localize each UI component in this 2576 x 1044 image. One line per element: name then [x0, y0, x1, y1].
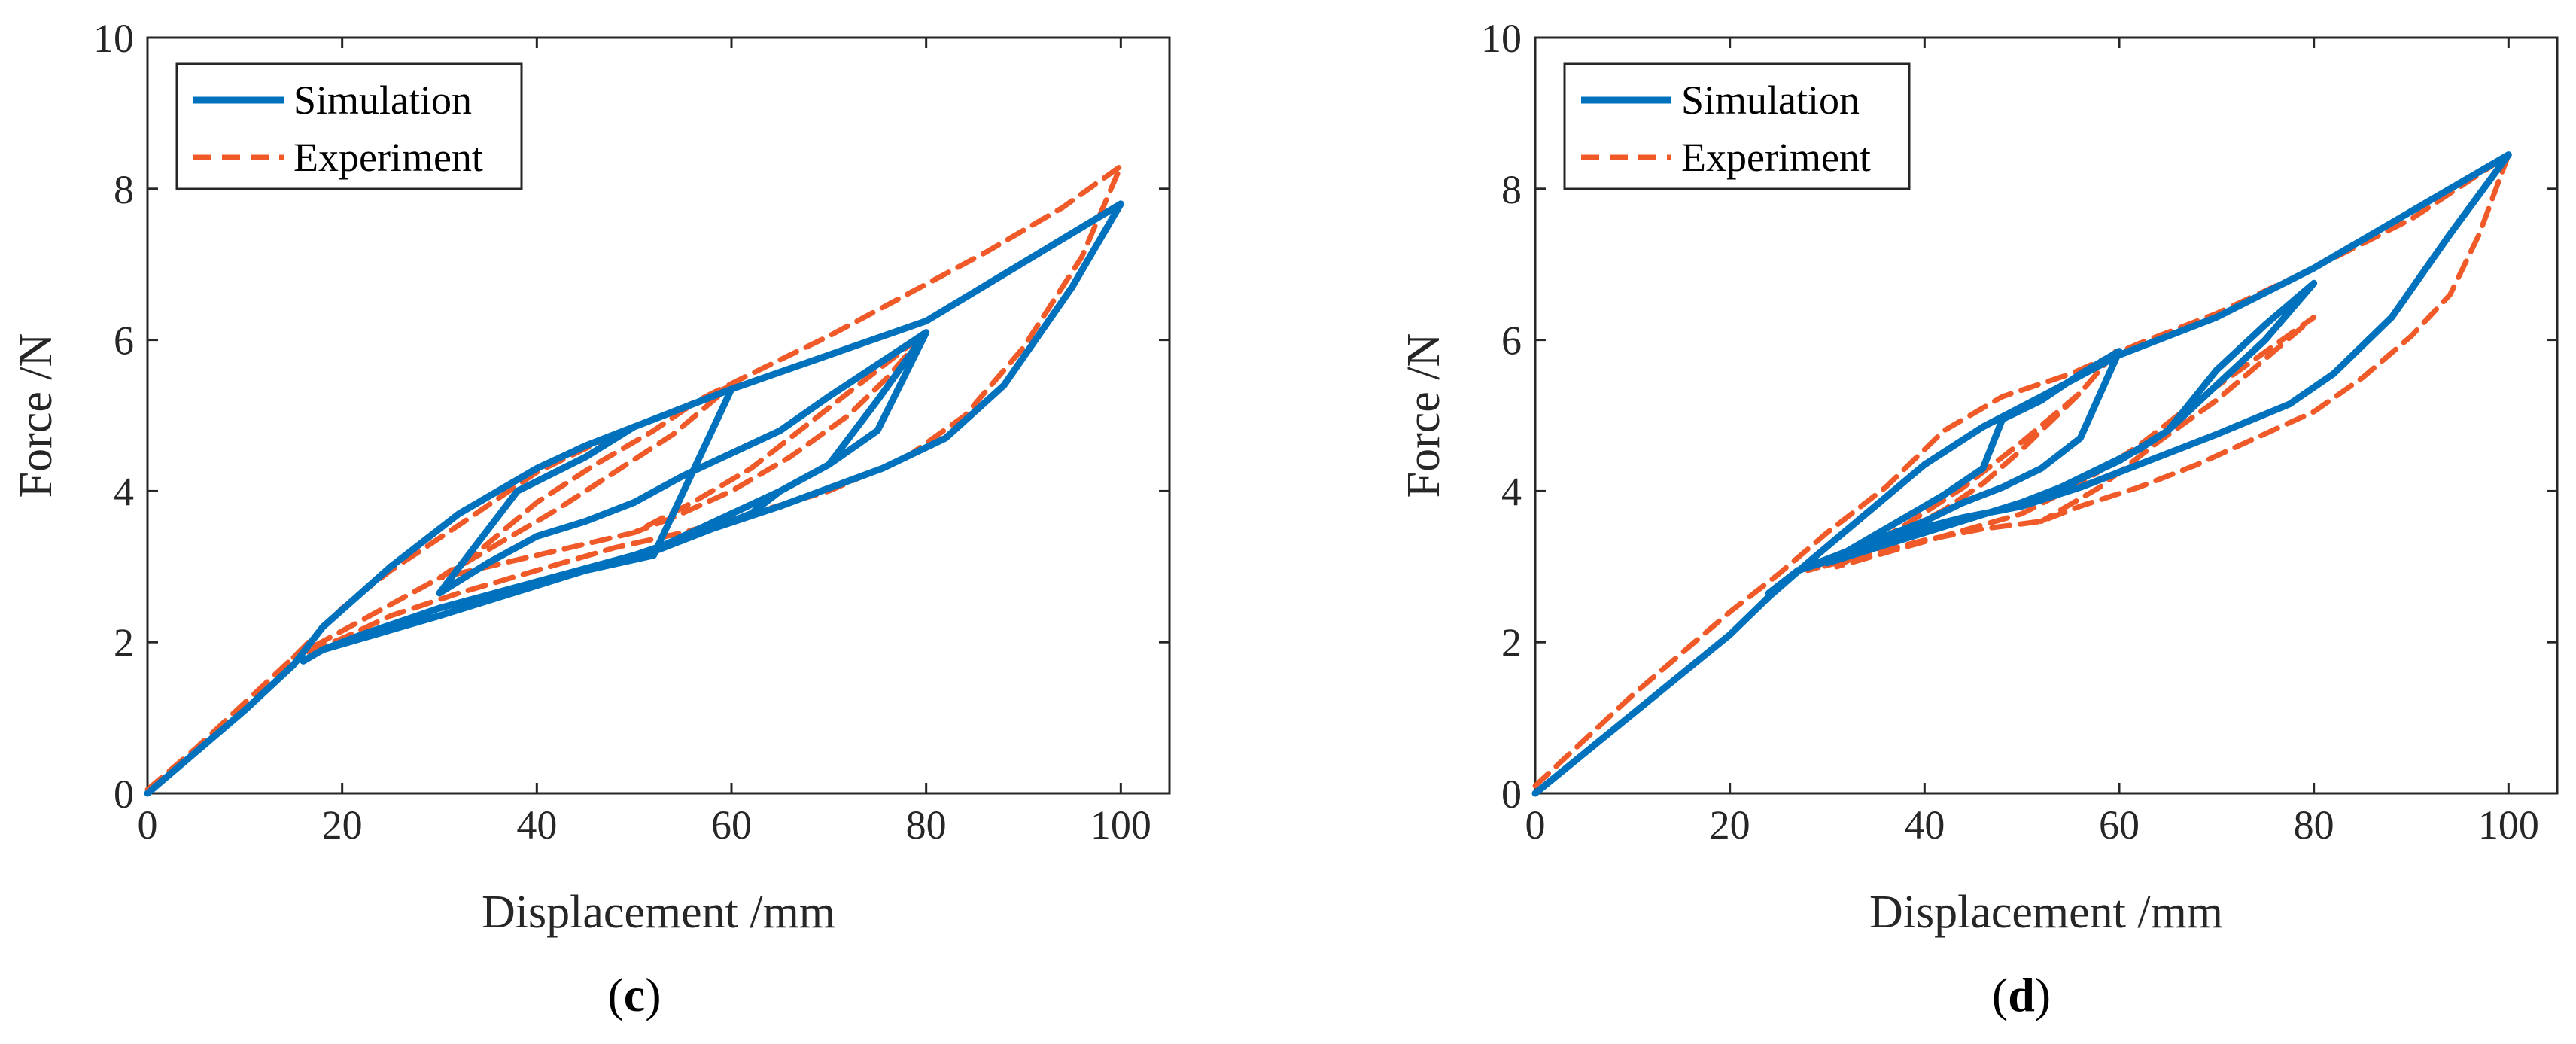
y-tick-label: 6	[1501, 318, 1522, 364]
x-tick-label: 20	[1710, 802, 1750, 848]
series-line-experiment	[1532, 152, 2511, 789]
y-tick-label: 2	[114, 620, 134, 665]
plot-lines	[144, 163, 1124, 797]
panel-letter: c	[624, 968, 645, 1021]
x-axis-label: Displacement /mm	[482, 887, 835, 938]
x-tick-label: 80	[2294, 802, 2334, 848]
legend-box	[175, 62, 523, 190]
tick-group: 0 20 40 60 80 100 0 2 4 6 8 10	[93, 16, 1169, 848]
tick-group: 0 20 40 60 80 100 0 2 4 6 8 10	[1481, 16, 2557, 848]
x-tick-label: 40	[1904, 802, 1945, 848]
y-tick-label: 8	[1501, 167, 1522, 212]
legend: Simulation Experiment	[1563, 62, 1911, 190]
x-tick-label: 20	[322, 802, 363, 848]
y-tick-label: 2	[1501, 620, 1522, 665]
y-tick-label: 10	[93, 16, 134, 61]
y-tick-label: 6	[114, 318, 134, 364]
panel-label: (c)	[607, 968, 661, 1021]
legend-label-simulation: Simulation	[293, 78, 472, 123]
y-tick-label: 8	[114, 167, 134, 212]
panel-letter: d	[2008, 968, 2035, 1021]
x-tick-label: 100	[1090, 802, 1151, 848]
y-tick-label: 4	[114, 469, 134, 514]
legend-label-simulation: Simulation	[1681, 78, 1860, 123]
y-axis-label: Force /N	[1398, 333, 1449, 498]
y-tick-label: 0	[1501, 772, 1522, 817]
axis-frame	[1534, 36, 2559, 795]
axis-frame	[146, 36, 1171, 795]
series-line-simulation	[1531, 151, 2512, 797]
y-axis-label: Force /N	[11, 333, 62, 498]
x-tick-label: 40	[516, 802, 557, 848]
chart-panel-d: 0 20 40 60 80 100 0 2 4 6 8 10 Simulation Experimen…	[1398, 16, 2559, 1021]
legend-label-experiment: Experiment	[293, 135, 483, 180]
y-tick-label: 0	[114, 772, 134, 817]
legend: Simulation Experiment	[175, 62, 523, 190]
x-tick-label: 100	[2478, 802, 2539, 848]
x-tick-label: 80	[906, 802, 947, 848]
x-axis-label: Displacement /mm	[1869, 887, 2223, 938]
plot-lines	[1531, 151, 2512, 797]
legend-box	[1563, 62, 1911, 190]
legend-label-experiment: Experiment	[1681, 135, 1871, 180]
series-line-simulation	[144, 200, 1124, 797]
x-tick-label: 0	[1525, 802, 1546, 848]
chart-panel-c: 0 20 40 60 80 100 0 2 4 6 8 10 Simulation Experimen…	[11, 16, 1171, 1021]
panel-label: (d)	[1992, 968, 2051, 1021]
x-tick-label: 60	[711, 802, 752, 848]
y-tick-label: 4	[1501, 469, 1522, 514]
x-tick-label: 0	[138, 802, 158, 848]
series-line-experiment	[144, 163, 1124, 793]
y-tick-label: 10	[1481, 16, 1522, 61]
x-tick-label: 60	[2099, 802, 2140, 848]
